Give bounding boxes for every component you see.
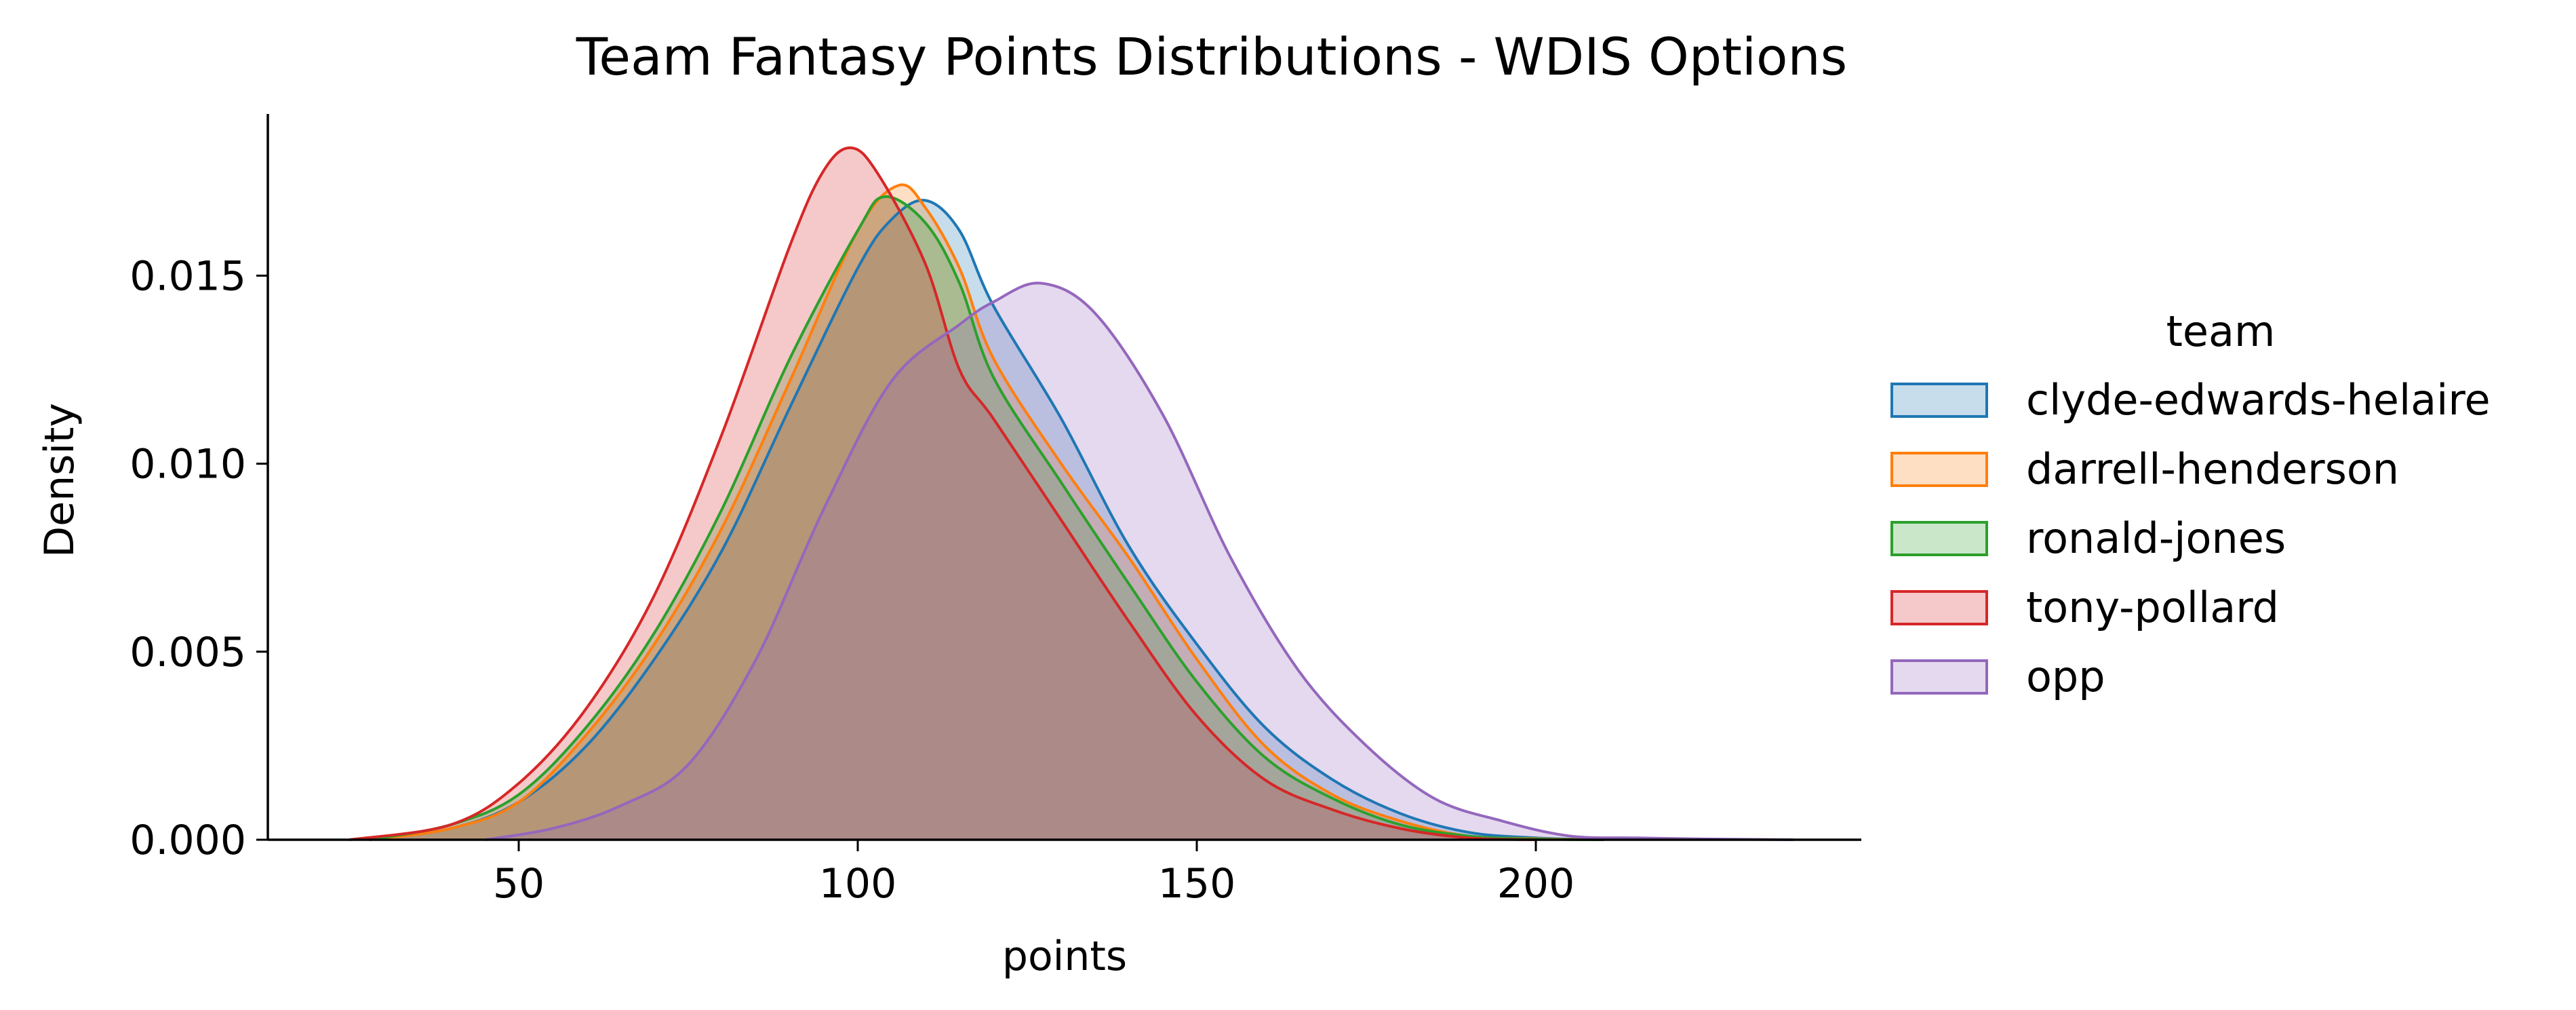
density-line-ronald-jones [369,195,1604,841]
legend-label: ronald-jones [2026,513,2286,563]
legend: team clyde-edwards-helaire darrell-hender… [1890,307,2491,701]
chart-title: Team Fantasy Points Distributions - WDIS… [576,26,1848,87]
legend-swatch [1890,383,1988,418]
legend-item-darrell-henderson: darrell-henderson [1890,444,2399,494]
legend-item-tony-pollard: tony-pollard [1890,583,2279,632]
x-ticks: 50 100 150 200 [493,840,1574,908]
x-tick-label: 100 [819,860,897,908]
legend-label: tony-pollard [2026,583,2279,632]
density-line-tony-pollard [349,146,1537,841]
x-tick-label: 50 [493,860,544,908]
density-area-clyde-edwards-helaire [370,200,1604,840]
density-line-clyde-edwards-helaire [369,199,1604,841]
x-axis-label: points [1002,933,1127,980]
legend-item-ronald-jones: ronald-jones [1890,513,2286,563]
y-tick-label: 0.015 [130,252,246,300]
density-line-opp [484,281,1794,841]
legend-item-clyde-edwards-helaire: clyde-edwards-helaire [1890,375,2491,425]
legend-swatch [1890,521,1988,556]
legend-label: clyde-edwards-helaire [2026,375,2491,425]
density-areas [349,147,1794,840]
legend-label: opp [2026,652,2105,701]
y-tick-label: 0.005 [130,629,246,676]
legend-label: darrell-henderson [2026,444,2399,494]
y-ticks: 0.000 0.005 0.010 0.015 [130,252,268,864]
legend-swatch [1890,590,1988,625]
density-area-ronald-jones [370,196,1604,840]
legend-swatch [1890,659,1988,695]
density-line-darrell-henderson [369,183,1604,841]
legend-swatch [1890,452,1988,487]
y-tick-label: 0.010 [130,441,246,488]
legend-item-opp: opp [1890,652,2105,701]
y-tick-label: 0.000 [130,817,246,864]
density-area-tony-pollard [349,147,1536,840]
density-lines [349,146,1794,841]
x-tick-label: 150 [1158,860,1236,908]
density-area-darrell-henderson [370,184,1604,840]
x-tick-label: 200 [1497,860,1575,908]
y-axis-label: Density [36,403,83,558]
legend-title: team [2166,307,2276,356]
